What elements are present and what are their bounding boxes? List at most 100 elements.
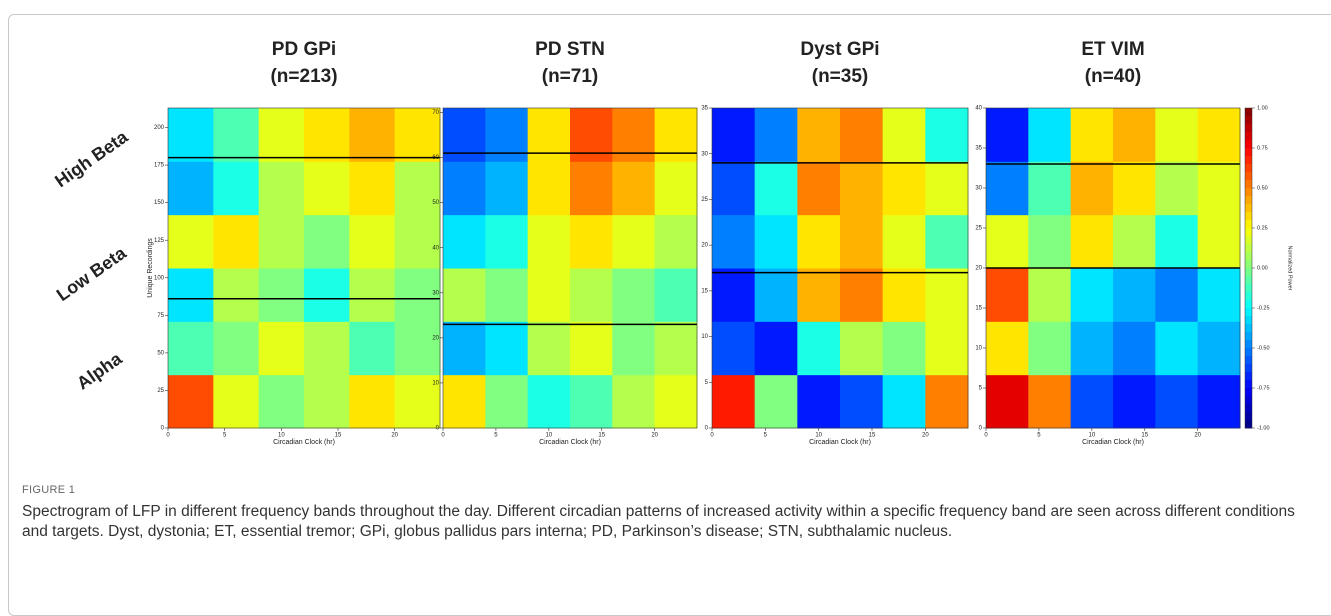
- heatmap-cell: [570, 321, 613, 376]
- heatmap-cell: [1113, 321, 1156, 376]
- heatmap-cell: [654, 321, 698, 376]
- heatmap-cell: [754, 161, 798, 216]
- y-tick-label: 5: [705, 380, 709, 386]
- heatmap-cell: [712, 268, 756, 322]
- heatmap-cell: [882, 268, 926, 322]
- heatmap-cell: [168, 108, 214, 162]
- panel-subtitle: (n=40): [1085, 66, 1142, 87]
- heatmap-cell: [754, 108, 798, 162]
- colorbar-segment: [1245, 292, 1252, 301]
- heatmap-cell: [349, 161, 396, 216]
- heatmap-cell: [1113, 214, 1156, 269]
- heatmap-cell: [1155, 374, 1199, 429]
- heatmap-cell: [349, 374, 396, 429]
- heatmap-cell: [712, 214, 756, 269]
- colorbar-segment: [1245, 332, 1252, 341]
- x-tick-label: 0: [984, 433, 988, 439]
- heatmap-cell: [349, 268, 396, 322]
- heatmap-cell: [712, 108, 756, 162]
- heatmap-cell: [882, 214, 926, 269]
- heatmap-cell: [1028, 268, 1072, 322]
- x-tick-label: 10: [1088, 433, 1095, 439]
- x-tick-label: 5: [1037, 433, 1041, 439]
- heatmap-cell: [925, 161, 969, 216]
- heatmap-cell: [570, 161, 613, 216]
- heatmap-cell: [840, 161, 884, 216]
- colorbar-segment: [1245, 300, 1252, 309]
- heatmap-cell: [840, 214, 884, 269]
- heatmap-cell: [1155, 321, 1199, 376]
- y-tick-label: 15: [975, 306, 982, 312]
- y-tick-label: 70: [432, 110, 439, 116]
- heatmap-cell: [394, 268, 441, 322]
- heatmap-cell: [527, 321, 571, 376]
- colorbar-segment: [1245, 308, 1252, 317]
- heatmap-cell: [258, 108, 305, 162]
- heatmap-cell: [1197, 108, 1241, 162]
- heatmap-cell: [986, 108, 1029, 162]
- y-tick-label: 15: [701, 288, 708, 294]
- heatmap-cell: [1028, 374, 1072, 429]
- y-tick-label: 50: [432, 200, 439, 206]
- colorbar-tick-label: 0.75: [1257, 145, 1268, 151]
- heatmap-cell: [443, 268, 486, 322]
- colorbar-segment: [1245, 188, 1252, 197]
- heatmap-cell: [925, 321, 969, 376]
- heatmap-cell: [304, 161, 350, 216]
- heatmap-cell: [986, 374, 1029, 429]
- panel-title: PD STN: [535, 39, 605, 60]
- colorbar-segment: [1245, 172, 1252, 181]
- heatmap-cell: [986, 161, 1029, 216]
- heatmap-cell: [485, 161, 529, 216]
- heatmap-cell: [840, 374, 884, 429]
- panel-title: PD GPi: [272, 39, 336, 60]
- heatmap-cell: [1070, 214, 1114, 269]
- colorbar-segment: [1245, 412, 1252, 421]
- heatmap-cell: [394, 161, 441, 216]
- heatmap-cell: [443, 214, 486, 269]
- heatmap-cell: [925, 374, 969, 429]
- figure: PD GPi(n=213)0 5 10 15 200255075100125150175…: [51, 39, 1292, 446]
- heatmap-cell: [258, 268, 305, 322]
- heatmap-cell: [754, 214, 798, 269]
- colorbar-segment: [1245, 284, 1252, 293]
- heatmap-cell: [527, 268, 571, 322]
- heatmap-cell: [213, 214, 260, 269]
- heatmap-cell: [570, 268, 613, 322]
- plot-frame: [442, 107, 698, 429]
- panel-subtitle: (n=35): [812, 66, 869, 87]
- heatmap-cell: [986, 214, 1029, 269]
- heatmap-cell: [213, 374, 260, 429]
- y-tick-label: 150: [154, 200, 165, 206]
- colorbar-segment: [1245, 340, 1252, 349]
- x-tick-label: 10: [278, 433, 285, 439]
- heatmap-cell: [1113, 108, 1156, 162]
- band-label: Low Beta: [53, 242, 131, 305]
- colorbar-segment: [1245, 252, 1252, 261]
- y-tick-label: 25: [157, 388, 164, 394]
- heatmap-cell: [1070, 321, 1114, 376]
- band-label: High Beta: [51, 126, 132, 191]
- colorbar-segment: [1245, 380, 1252, 389]
- colorbar-segment: [1245, 204, 1252, 213]
- y-tick-label: 30: [432, 290, 439, 296]
- colorbar-segment: [1245, 388, 1252, 397]
- heatmap-cell: [712, 321, 756, 376]
- heatmap-cell: [394, 108, 441, 162]
- panel-subtitle: (n=213): [270, 66, 337, 87]
- x-tick-label: 0: [166, 433, 170, 439]
- heatmap-cell: [258, 374, 305, 429]
- heatmap-cell: [797, 268, 841, 322]
- page: PD GPi (n=213) 0 5 10 15 20 0 25 50 75 100 125 150 175…: [8, 14, 1331, 616]
- colorbar-segment: [1245, 420, 1252, 429]
- y-tick-label: 0: [436, 426, 440, 432]
- heatmap-cell: [712, 161, 756, 216]
- heatmap-cell: [1070, 108, 1114, 162]
- heatmap-cell: [168, 214, 214, 269]
- heatmap-cell: [168, 161, 214, 216]
- colorbar-segment: [1245, 164, 1252, 173]
- y-tick-label: 30: [975, 186, 982, 192]
- heatmap-cell: [754, 321, 798, 376]
- y-tick-label: 10: [975, 346, 982, 352]
- colorbar-tick-label: 1.00: [1257, 105, 1268, 111]
